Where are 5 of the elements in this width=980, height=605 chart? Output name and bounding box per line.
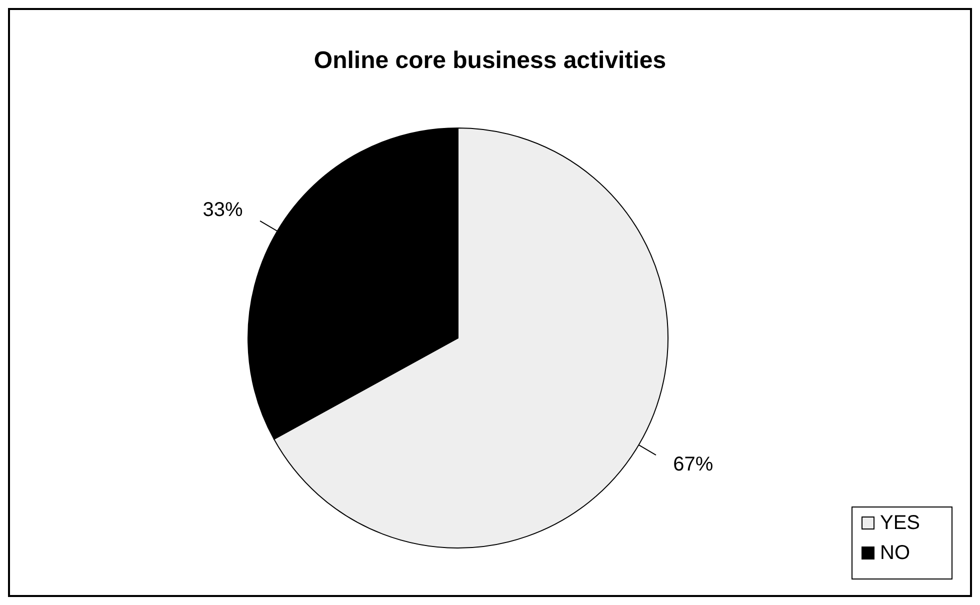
legend-label: NO [880,542,910,564]
data-label: 67% [673,454,714,476]
legend-label: YES [880,512,920,534]
chart-title: Online core business activities [314,47,666,74]
data-label: 33% [202,199,244,222]
